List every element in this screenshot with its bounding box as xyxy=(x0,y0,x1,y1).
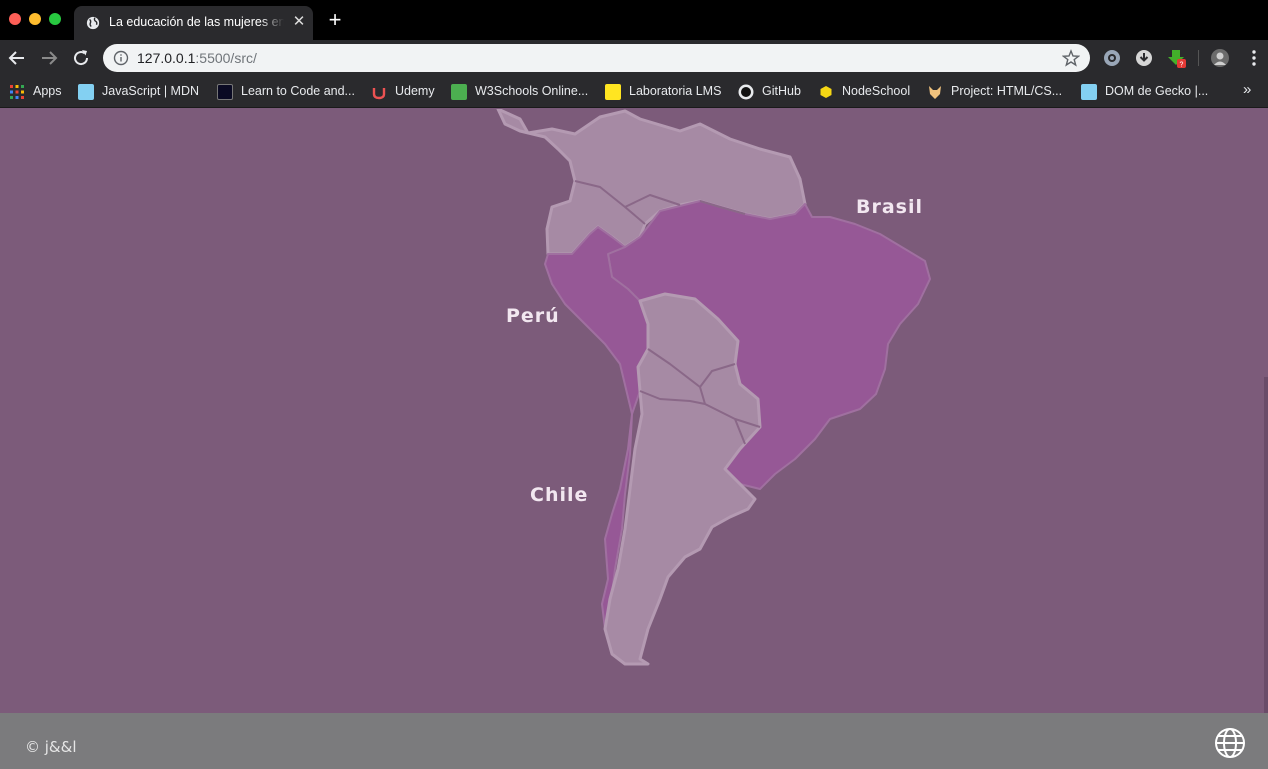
bookmark-label: JavaScript | MDN xyxy=(102,84,200,98)
bookmark-label: GitHub xyxy=(762,84,801,98)
bookmark-label: Project: HTML/CS... xyxy=(951,84,1063,98)
reload-icon[interactable] xyxy=(70,47,92,69)
download-manager-icon[interactable]: ? xyxy=(1166,48,1186,68)
w3schools-icon xyxy=(451,84,467,100)
bookmark-apps[interactable]: Apps xyxy=(9,82,67,102)
profile-avatar[interactable] xyxy=(1210,48,1230,68)
bookmark-laboratoria[interactable]: Laboratoria LMS xyxy=(605,82,727,102)
github-icon xyxy=(738,84,754,100)
apps-grid-icon xyxy=(10,85,24,99)
url-path: :5500/src/ xyxy=(195,50,257,66)
info-icon[interactable] xyxy=(113,50,129,66)
mdn-icon xyxy=(78,84,94,100)
globe-icon[interactable] xyxy=(1214,727,1246,759)
bookmark-dom-gecko[interactable]: DOM de Gecko |... xyxy=(1081,82,1213,102)
map-label-brasil[interactable]: Brasil xyxy=(856,196,924,218)
footer: © j&&l xyxy=(0,713,1268,769)
bookmark-w3schools[interactable]: W3Schools Online... xyxy=(451,82,593,102)
extension-icon[interactable] xyxy=(1102,48,1122,68)
bookmarks-bar: Apps JavaScript | MDN Learn to Code and.… xyxy=(0,76,1268,108)
tab-strip: La educación de las mujeres en ✕ + xyxy=(0,0,1268,40)
bookmark-label: Laboratoria LMS xyxy=(629,84,722,98)
mdn-icon xyxy=(1081,84,1097,100)
freecodecamp-icon xyxy=(217,84,233,100)
address-bar[interactable]: 127.0.0.1:5500/src/ xyxy=(103,44,1090,72)
url-text[interactable]: 127.0.0.1:5500/src/ xyxy=(137,50,257,66)
url-host: 127.0.0.1 xyxy=(137,50,196,66)
download-icon[interactable] xyxy=(1134,48,1154,68)
browser-tab[interactable]: La educación de las mujeres en ✕ xyxy=(74,6,313,40)
forward-arrow-icon[interactable] xyxy=(38,47,60,69)
tab-title: La educación de las mujeres en xyxy=(109,15,284,33)
bookmark-github[interactable]: GitHub xyxy=(738,82,808,102)
page-content: Brasil Perú Chile © j&&l xyxy=(0,109,1268,769)
svg-text:?: ? xyxy=(1180,62,1184,69)
bookmark-freecodecamp[interactable]: Learn to Code and... xyxy=(217,82,359,102)
map-border-lines xyxy=(574,180,761,445)
bookmark-label: Learn to Code and... xyxy=(241,84,355,98)
udemy-icon xyxy=(372,88,386,100)
map-region-south-land xyxy=(603,292,762,666)
back-arrow-icon[interactable] xyxy=(6,47,28,69)
maximize-window-button[interactable] xyxy=(49,13,61,25)
new-tab-button[interactable]: + xyxy=(328,7,342,32)
bookmark-nodeschool[interactable]: NodeSchool xyxy=(818,82,916,102)
minimize-window-button[interactable] xyxy=(29,13,41,25)
bookmark-label: W3Schools Online... xyxy=(475,84,589,98)
fox-icon xyxy=(929,86,941,99)
scrollbar[interactable] xyxy=(1264,377,1268,713)
map-label-chile[interactable]: Chile xyxy=(530,484,589,506)
bookmark-project-html[interactable]: Project: HTML/CS... xyxy=(927,82,1069,102)
close-window-button[interactable] xyxy=(9,13,21,25)
bookmark-label: NodeSchool xyxy=(842,84,911,98)
bookmark-label: DOM de Gecko |... xyxy=(1105,84,1209,98)
map-region-peru xyxy=(544,226,649,665)
bookmark-mdn[interactable]: JavaScript | MDN xyxy=(78,82,206,102)
laboratoria-icon xyxy=(605,84,621,100)
bookmark-label: Udemy xyxy=(395,84,435,98)
nodeschool-icon xyxy=(820,86,832,98)
toolbar-separator xyxy=(1198,50,1199,66)
south-america-map xyxy=(496,109,931,666)
map-label-peru[interactable]: Perú xyxy=(506,305,560,327)
copyright-text: © j&&l xyxy=(25,738,77,756)
tab-close-button[interactable]: ✕ xyxy=(292,13,306,30)
bookmark-star-icon[interactable] xyxy=(1062,49,1080,67)
globe-icon xyxy=(86,16,100,30)
bookmark-udemy[interactable]: Udemy xyxy=(371,82,441,102)
bookmark-label: Apps xyxy=(33,84,62,98)
more-bookmarks-button[interactable]: » xyxy=(1243,81,1252,98)
menu-kebab-icon[interactable] xyxy=(1244,48,1264,68)
browser-toolbar: 127.0.0.1:5500/src/ ? xyxy=(0,40,1268,76)
